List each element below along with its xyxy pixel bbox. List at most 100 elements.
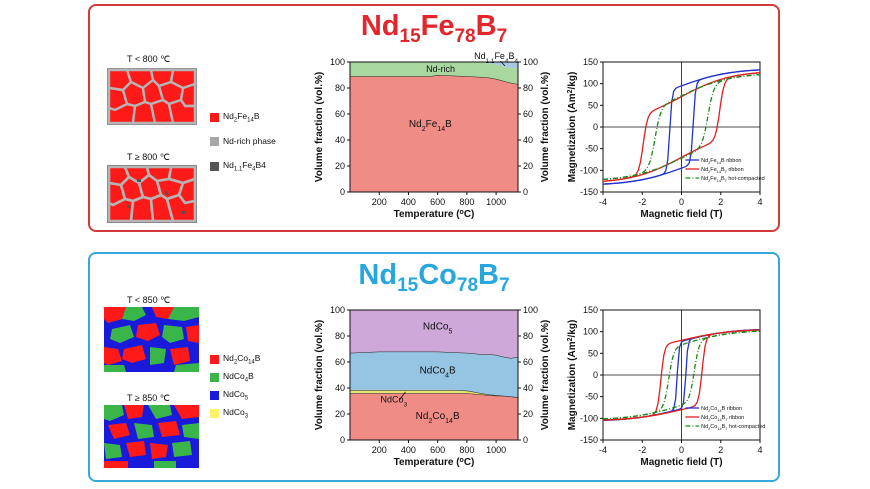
fe-alloy-title: Nd15Fe78B7 [360, 10, 508, 47]
y-axis-label-right: Volume fraction (vol.%) [540, 72, 551, 182]
y-tick-label: 20 [335, 409, 345, 419]
y-tick-label: -100 [580, 413, 598, 423]
legend-label: Nd1.1Fe4B4 [223, 160, 266, 173]
legend-label: NdCo3 [223, 407, 249, 420]
legend-label: NdCo5 [223, 389, 249, 402]
swatch [210, 354, 219, 364]
y-tick-label: -50 [585, 144, 598, 154]
phase-label: NdCo3 [381, 394, 408, 408]
y-tick-label-right: 60 [523, 357, 533, 367]
co-micro-high-label: T ≥ 850 ℃ [127, 393, 170, 403]
x-axis-label: Temperature (oC) [394, 209, 475, 221]
plot-frame [349, 61, 519, 193]
loop-branch-ascending [602, 69, 761, 185]
loop-branch-ascending [602, 72, 761, 182]
x-tick-label: 600 [430, 197, 445, 207]
y-tick-label: -50 [585, 392, 598, 402]
legend-label: Nd2Fe14B [223, 111, 260, 124]
area-nd-rich [350, 62, 518, 85]
x-tick-label: 0 [679, 197, 684, 207]
y-tick-label: 40 [335, 135, 345, 145]
plot-frame [349, 309, 519, 441]
phase-label: NdCo5 [423, 322, 453, 336]
x-tick-label: 4 [757, 197, 762, 207]
x-tick-label: 800 [459, 445, 474, 455]
y-tick-label-right: 80 [523, 331, 533, 341]
legend-label: Nd2Fe14B7 hot-compacted [701, 176, 765, 183]
x-tick-label: 400 [401, 445, 416, 455]
x-tick-label: -2 [638, 445, 646, 455]
x-tick-label: 2 [718, 197, 723, 207]
label-leader [399, 391, 406, 400]
fe-phase-fraction-chart: 0 0 20 20 40 40 60 60 80 80 100 100 200 400 600 800 1000… [314, 52, 551, 221]
fe-legend-item: Nd-rich phase [210, 136, 276, 146]
x-tick-label: 800 [459, 197, 474, 207]
y-tick-label-right: 20 [523, 409, 533, 419]
phase-label: Nd1.1Fe4B4 [474, 52, 518, 65]
y-tick-label-right: 80 [523, 83, 533, 93]
area-nd2fe14b [350, 75, 518, 192]
x-tick-label: 400 [401, 197, 416, 207]
y-tick-label: 0 [593, 370, 598, 380]
y-tick-label: -150 [580, 187, 598, 197]
legend-label: NdCo4B [223, 371, 254, 384]
y-tick-label: 150 [583, 57, 598, 67]
y-tick-label: 100 [330, 57, 345, 67]
x-tick-label: 600 [430, 445, 445, 455]
phase-label: Nd2Fe14B [409, 119, 452, 133]
label-leader [500, 60, 506, 67]
area-ndco3 [350, 389, 518, 398]
fe-micro-low-label: T < 800 ℃ [127, 54, 171, 64]
co-legend-item: Nd2Co14B [210, 353, 260, 366]
area-nd2co14b [350, 393, 518, 440]
x-axis-label: Magnetic field (T) [640, 457, 722, 468]
y-tick-label: 80 [335, 331, 345, 341]
co-hysteresis-chart: -150 -100 -50 0 50 100 150 -4 -2 0 2 4 Magnetic fiel… [567, 305, 766, 468]
x-tick-label: -2 [638, 197, 646, 207]
y-tick-label-right: 40 [523, 135, 533, 145]
legend-label: Nd2Fe14B ribbon [701, 158, 741, 165]
boundary-line [350, 74, 519, 85]
loop-branch-ascending [602, 330, 761, 420]
y-tick-label: 150 [583, 305, 598, 315]
area-nd1.1fe4b4 [350, 62, 518, 69]
x-tick-label: 0 [679, 445, 684, 455]
y-tick-label: 0 [593, 122, 598, 132]
x-tick-label: 2 [718, 445, 723, 455]
x-axis-label: Magnetic field (T) [640, 209, 722, 220]
y-tick-label: 100 [583, 79, 598, 89]
y-tick-label-right: 0 [523, 187, 528, 197]
phase-label: NdCo4B [420, 366, 456, 380]
y-tick-label: 0 [340, 435, 345, 445]
x-tick-label: -4 [599, 445, 607, 455]
y-axis-label-left: Volume fraction (vol.%) [314, 72, 325, 182]
y-tick-label-right: 0 [523, 435, 528, 445]
legend-label: Nd2Fe14B7 ribbon [701, 167, 744, 174]
y-tick-label-right: 60 [523, 109, 533, 119]
fe-microstructure-high [107, 165, 197, 223]
co-legend-item: NdCo5 [210, 389, 248, 402]
co-legend-item: NdCo3 [210, 407, 248, 420]
x-tick-label: -4 [599, 197, 607, 207]
y-tick-label: -100 [580, 165, 598, 175]
y-axis-label-right: Volume fraction (vol.%) [540, 320, 551, 430]
fe-micro-high-label: T ≥ 800 ℃ [127, 152, 170, 162]
legend-label: Nd2Co14B ribbon [701, 406, 742, 413]
y-tick-label: 20 [335, 161, 345, 171]
y-tick-label: 0 [340, 187, 345, 197]
x-tick-label: 200 [372, 197, 387, 207]
co-microstructure-high [104, 405, 199, 468]
x-tick-label: 1000 [486, 445, 506, 455]
swatch [210, 390, 219, 400]
y-tick-label: 50 [588, 348, 598, 358]
swatch [210, 372, 219, 382]
y-tick-label-right: 40 [523, 383, 533, 393]
fe-microstructure-low [107, 68, 197, 125]
y-tick-label-right: 20 [523, 161, 533, 171]
co-alloy-title: Nd15Co78B7 [358, 259, 510, 296]
phase-label: Nd2Co14B [416, 411, 460, 425]
co-micro-low-label: T < 850 ℃ [127, 295, 171, 305]
y-axis-label: Magnetization (Am2/kg) [567, 320, 579, 431]
fe-hysteresis-chart: -150 -100 -50 0 50 100 150 -4 -2 0 2 4 Magnetic fiel… [567, 57, 765, 220]
x-tick-label: 1000 [486, 197, 506, 207]
